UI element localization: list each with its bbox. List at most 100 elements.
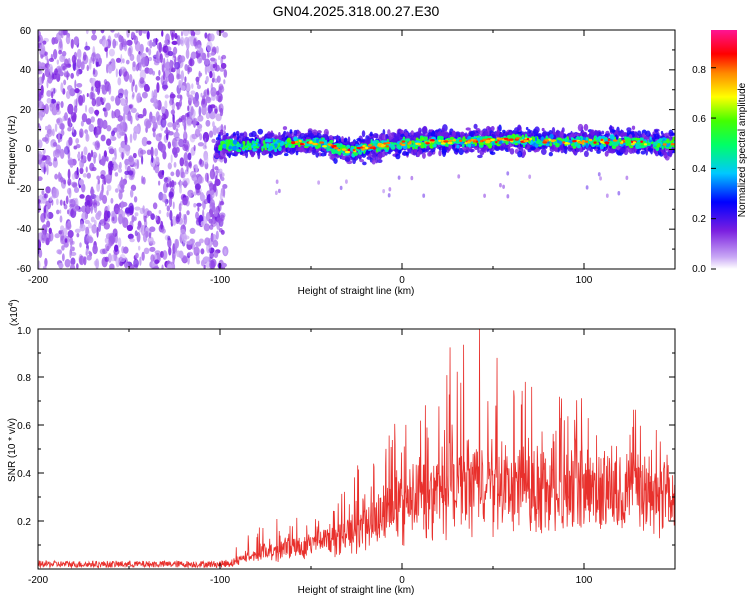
stray-speck [388,187,392,192]
ridge-peak-speck [588,138,593,142]
noise-speck [169,210,173,221]
noise-speck [142,176,146,185]
noise-speck [100,96,103,102]
spectrogram-ylabel: Frequency (Hz) [7,116,18,185]
noise-speck [132,152,137,159]
noise-speck [131,81,134,93]
noise-speck [180,167,184,178]
snr-series-line [38,329,675,569]
noise-speck [172,147,178,156]
ridge-speck [607,149,613,154]
noise-speck [178,138,185,148]
ridge-speck [320,152,326,157]
ridge-peak-speck [544,139,550,142]
ridge-core-speck [574,142,578,147]
stray-speck [397,175,401,180]
noise-speck [96,142,100,149]
ridge-speck [454,148,460,153]
spectrogram-xtick: 0 [399,275,405,286]
noise-speck [153,266,160,269]
ridge-core-speck [456,139,459,142]
snr-xtick: 0 [399,575,405,586]
noise-speck [186,118,193,127]
noise-speck [64,112,68,121]
noise-speck [144,219,148,228]
noise-speck [218,55,221,60]
ridge-peak-speck [407,142,412,145]
noise-speck [158,132,163,138]
snr-ytick: 0.8 [17,373,31,384]
noise-speck [128,170,134,176]
noise-speck [138,61,142,72]
noise-speck [77,153,81,159]
stray-speck [617,191,621,196]
spectrogram-xtick: -100 [210,275,230,286]
ridge-speck [508,131,513,136]
noise-speck [143,247,150,255]
noise-speck [145,120,152,129]
colorbar-tick: 0.4 [692,164,706,175]
noise-speck [138,245,141,251]
noise-speck [215,90,220,96]
noise-speck [168,246,172,256]
noise-speck [148,48,152,56]
noise-speck [154,148,159,157]
ridge-speck [250,152,255,158]
noise-speck [46,90,52,97]
colorbar-tick: 0.6 [692,114,706,125]
noise-speck [38,30,41,37]
noise-speck [66,187,72,195]
noise-speck [56,198,59,206]
noise-speck [205,96,212,104]
noise-speck [137,113,144,119]
noise-speck [119,253,126,263]
noise-speck [121,246,125,254]
noise-speck [70,257,76,266]
ridge-speck [534,147,540,153]
noise-speck [59,148,65,160]
noise-speck [67,168,71,180]
noise-speck [117,92,124,99]
noise-speck [81,113,88,123]
ridge-peak-speck [383,142,387,145]
ridge-speck [640,150,646,155]
noise-speck [56,59,60,65]
noise-speck [69,263,76,269]
noise-speck [60,225,65,232]
ridge-peak-speck [482,138,487,142]
noise-speck [134,206,141,211]
noise-speck [186,161,189,172]
ridge-core-speck [314,137,317,141]
noise-speck [116,128,122,139]
noise-speck [111,130,116,137]
noise-speck [187,152,192,161]
noise-speck [94,194,100,204]
noise-speck [215,45,219,54]
noise-speck [203,264,206,269]
ridge-peak-speck [572,139,577,143]
noise-speck [61,50,67,57]
noise-speck [136,93,141,104]
noise-speck [194,241,202,247]
ridge-core-speck [471,143,476,147]
noise-speck [182,143,189,152]
noise-speck [48,227,52,235]
noise-speck [122,112,126,123]
ridge-core-speck [432,143,437,148]
noise-speck [105,174,112,180]
ridge-speck [626,127,632,132]
ridge-core-speck [243,145,248,149]
ridge-peak-speck [291,141,295,145]
noise-speck [132,131,137,141]
ridge-peak-speck [364,146,369,150]
noise-speck [90,116,95,123]
ridge-speck [452,146,456,151]
noise-speck [38,150,43,160]
noise-speck [221,54,227,60]
noise-speck [53,87,56,94]
noise-speck [138,30,143,37]
noise-speck [151,41,157,47]
noise-speck [38,203,41,213]
noise-speck [102,248,108,255]
noise-speck [203,223,210,232]
